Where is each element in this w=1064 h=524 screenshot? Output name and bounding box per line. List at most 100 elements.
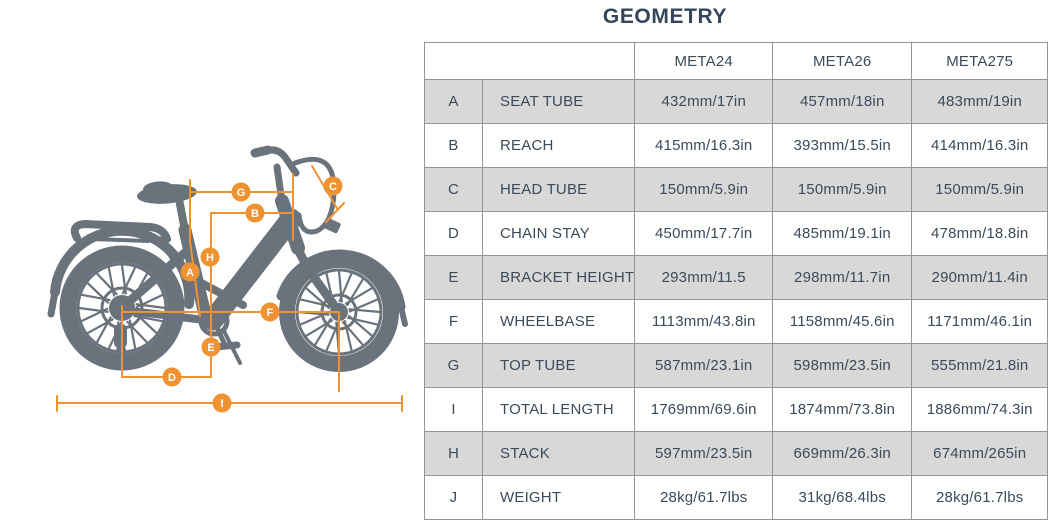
dim-label-e-text: E xyxy=(207,342,214,354)
value-meta26: 598mm/23.5in xyxy=(772,343,913,388)
geometry-table: META24 META26 META275 A SEAT TUBE 432mm/… xyxy=(423,42,1049,520)
dim-label-c-text: C xyxy=(329,181,337,193)
value-meta26: 393mm/15.5in xyxy=(772,123,913,168)
row-label: REACH xyxy=(481,123,636,168)
row-label: BRACKET HEIGHT xyxy=(481,255,636,300)
fork xyxy=(292,242,344,317)
col-header-meta26: META26 xyxy=(772,42,913,80)
table-header-row: META24 META26 META275 xyxy=(423,42,1049,80)
dim-label-e: E xyxy=(201,337,221,357)
dim-label-b: B xyxy=(245,203,265,223)
value-meta275: 478mm/18.8in xyxy=(911,211,1049,256)
row-label: TOP TUBE xyxy=(481,343,636,388)
row-letter: E xyxy=(424,255,483,300)
value-meta24: 1769mm/69.6in xyxy=(634,387,774,432)
front-fender xyxy=(276,249,406,312)
table-row-reach: B REACH 415mm/16.3in 393mm/15.5in 414mm/… xyxy=(424,123,1049,168)
col-header-meta24: META24 xyxy=(634,42,774,80)
dim-label-i: I xyxy=(212,393,232,413)
dim-label-g-text: G xyxy=(237,187,246,199)
row-label: WEIGHT xyxy=(481,475,636,520)
grip xyxy=(250,145,273,158)
value-meta275: 150mm/5.9in xyxy=(911,167,1049,212)
row-label: WHEELBASE xyxy=(481,299,636,344)
derailleur xyxy=(114,324,127,348)
row-letter: D xyxy=(424,211,483,256)
dim-label-c: C xyxy=(323,176,343,196)
row-label: CHAIN STAY xyxy=(481,211,636,256)
cable-loop xyxy=(292,156,337,235)
dim-label-h-text: H xyxy=(206,252,214,264)
value-meta26: 150mm/5.9in xyxy=(772,167,913,212)
value-meta275: 555mm/21.8in xyxy=(911,343,1049,388)
col-header-meta275: META275 xyxy=(911,42,1049,80)
value-meta24: 293mm/11.5 xyxy=(634,255,774,300)
table-row-top-tube: G TOP TUBE 587mm/23.1in 598mm/23.5in 555… xyxy=(424,343,1049,388)
dim-label-g: G xyxy=(231,182,251,202)
down-tube-battery xyxy=(202,208,302,331)
value-meta24: 597mm/23.5in xyxy=(634,431,774,476)
row-letter: F xyxy=(424,299,483,344)
seat-stay xyxy=(119,246,192,311)
value-meta275: 1171mm/46.1in xyxy=(911,299,1049,344)
dim-label-d-text: D xyxy=(168,372,176,384)
value-meta26: 31kg/68.4lbs xyxy=(772,475,913,520)
value-meta24: 28kg/61.7lbs xyxy=(634,475,774,520)
value-meta275: 28kg/61.7lbs xyxy=(911,475,1049,520)
value-meta275: 290mm/11.4in xyxy=(911,255,1049,300)
rear-mudflap xyxy=(47,288,59,318)
table-row-weight: J WEIGHT 28kg/61.7lbs 31kg/68.4lbs 28kg/… xyxy=(424,475,1049,520)
row-letter: J xyxy=(424,475,483,520)
value-meta26: 669mm/26.3in xyxy=(772,431,913,476)
table-row-seat-tube: A SEAT TUBE 432mm/17in 457mm/18in 483mm/… xyxy=(424,79,1049,124)
value-meta24: 1113mm/43.8in xyxy=(634,299,774,344)
dim-label-h: H xyxy=(200,247,220,267)
dim-label-a: A xyxy=(180,262,200,282)
value-meta24: 587mm/23.1in xyxy=(634,343,774,388)
value-meta275: 1886mm/74.3in xyxy=(911,387,1049,432)
value-meta24: 432mm/17in xyxy=(634,79,774,124)
table-row-total-length: I TOTAL LENGTH 1769mm/69.6in 1874mm/73.8… xyxy=(424,387,1049,432)
row-letter: B xyxy=(424,123,483,168)
crank-arm xyxy=(211,318,228,348)
row-letter: I xyxy=(424,387,483,432)
front-mudflap xyxy=(398,304,408,327)
tick-c xyxy=(325,202,345,223)
value-meta26: 485mm/19.1in xyxy=(772,211,913,256)
value-meta26: 1874mm/73.8in xyxy=(772,387,913,432)
stem xyxy=(273,163,286,206)
row-label: TOTAL LENGTH xyxy=(481,387,636,432)
table-row-wheelbase: F WHEELBASE 1113mm/43.8in 1158mm/45.6in … xyxy=(424,299,1049,344)
row-letter: G xyxy=(424,343,483,388)
dim-label-f-text: F xyxy=(267,307,274,319)
dim-label-i-text: I xyxy=(220,398,223,410)
head-tube xyxy=(275,194,305,255)
value-meta275: 414mm/16.3in xyxy=(911,123,1049,168)
dim-label-a-text: A xyxy=(186,267,194,279)
table-row-head-tube: C HEAD TUBE 150mm/5.9in 150mm/5.9in 150m… xyxy=(424,167,1049,212)
row-letter: H xyxy=(424,431,483,476)
table-row-bracket-height: E BRACKET HEIGHT 293mm/11.5 298mm/11.7in… xyxy=(424,255,1049,300)
chainring xyxy=(198,305,230,337)
value-meta24: 450mm/17.7in xyxy=(634,211,774,256)
bike-geometry-diagram: A B C D E F G H I xyxy=(47,145,408,413)
headlight xyxy=(323,218,341,234)
value-meta24: 150mm/5.9in xyxy=(634,167,774,212)
row-label: SEAT TUBE xyxy=(481,79,636,124)
kickstand xyxy=(222,329,242,365)
row-label: STACK xyxy=(481,431,636,476)
frame xyxy=(118,145,344,365)
value-meta24: 415mm/16.3in xyxy=(634,123,774,168)
bike-silhouette xyxy=(47,145,408,372)
table-row-stack: H STACK 597mm/23.5in 669mm/26.3in 674mm/… xyxy=(424,431,1049,476)
dim-label-d: D xyxy=(162,367,182,387)
dim-label-f: F xyxy=(260,302,280,322)
table-row-chain-stay: D CHAIN STAY 450mm/17.7in 485mm/19.1in 4… xyxy=(424,211,1049,256)
value-meta26: 457mm/18in xyxy=(772,79,913,124)
value-meta275: 674mm/265in xyxy=(911,431,1049,476)
value-meta26: 1158mm/45.6in xyxy=(772,299,913,344)
row-letter: A xyxy=(424,79,483,124)
value-meta26: 298mm/11.7in xyxy=(772,255,913,300)
table-corner-cell xyxy=(423,42,636,80)
